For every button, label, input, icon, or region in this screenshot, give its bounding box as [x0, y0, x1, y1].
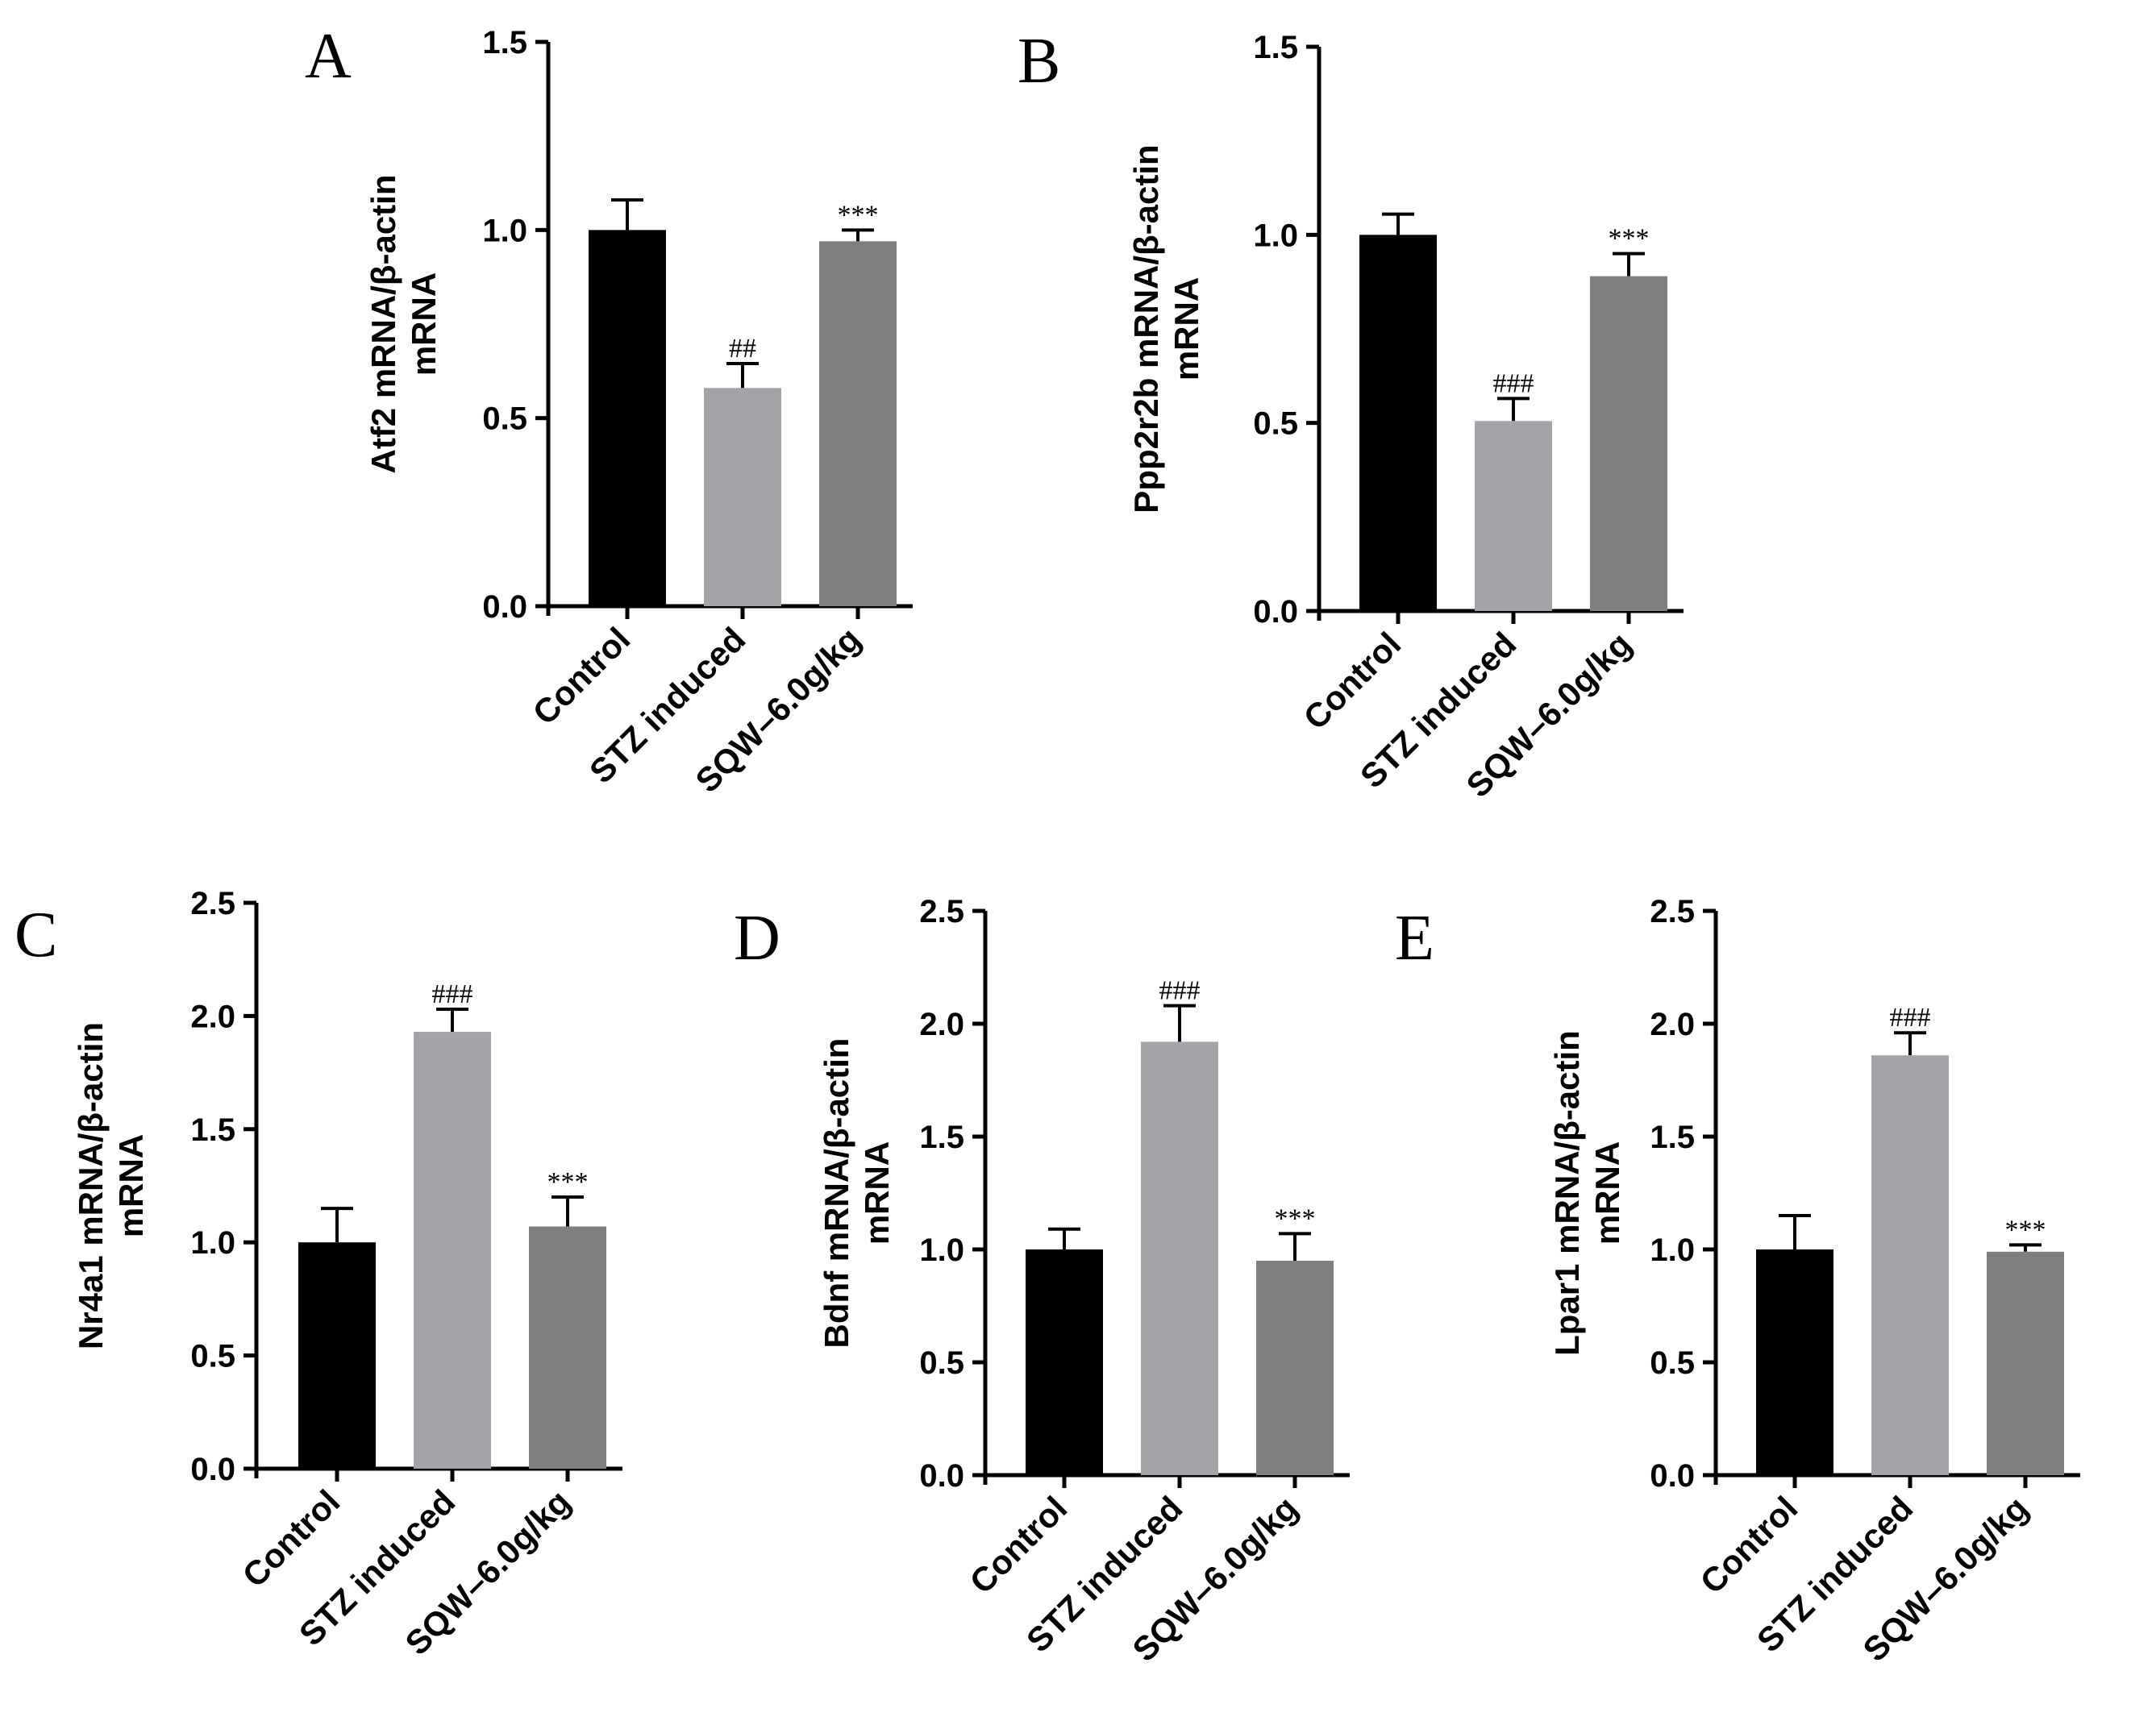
bar-1	[414, 1032, 491, 1469]
category-label: Control	[963, 1489, 1075, 1601]
category-label: Control	[1297, 625, 1409, 737]
bar-0	[589, 230, 666, 606]
y-tick-label: 1.0	[919, 1233, 964, 1268]
significance-mark: ###	[1493, 368, 1534, 398]
chart-panel-a: A 0.0 0.5 1.0 1.5 Atf2 mRNA/β-actin mRNA Contro…	[305, 21, 913, 800]
y-tick-label: 1.5	[190, 1112, 235, 1148]
y-tick-label: 0.5	[1253, 406, 1298, 442]
chart-panel-b: B 0.0 0.5 1.0 1.5 Ppp2r2b mRNA/β-actin mRNA Con…	[1018, 26, 1684, 804]
y-axis-title-line2: mRNA	[405, 272, 443, 376]
y-tick-label: 2.0	[1650, 1007, 1695, 1042]
y-tick-label: 0.5	[919, 1345, 964, 1381]
y-tick-label: 1.5	[482, 25, 527, 60]
bar-2	[1987, 1251, 2064, 1475]
panel-letter: A	[305, 21, 352, 92]
y-axis-title: Atf2 mRNA/β-actin	[364, 175, 402, 474]
y-axis-title: Lpar1 mRNA/β-actin	[1548, 1030, 1586, 1356]
significance-mark: ***	[838, 200, 879, 230]
y-tick-label: 2.0	[919, 1007, 964, 1042]
panel-letter: C	[15, 900, 57, 971]
chart-panel-c: C 0.0 0.5 1.0 1.5 2.0 2.5 Nr4a1 mRNA/β-actin mRN…	[15, 886, 622, 1662]
y-tick-label: 0.0	[190, 1452, 235, 1487]
panel-letter: B	[1018, 26, 1060, 97]
y-tick-label: 1.5	[1253, 30, 1298, 65]
significance-mark: ***	[1275, 1203, 1316, 1233]
panel-letter: D	[734, 903, 780, 974]
bar-1	[704, 388, 781, 606]
y-tick-label: 0.0	[1650, 1458, 1695, 1494]
bar-0	[1359, 235, 1437, 611]
y-axis-title-line2: mRNA	[1588, 1141, 1626, 1245]
y-axis-title: Ppp2r2b mRNA/β-actin	[1127, 144, 1165, 513]
category-label: Control	[1693, 1489, 1805, 1601]
y-tick-label: 1.0	[482, 213, 527, 248]
y-tick-label: 0.5	[482, 401, 527, 437]
chart-panel-e: E 0.0 0.5 1.0 1.5 2.0 2.5 Lpar1 mRNA/β-actin mRN…	[1395, 894, 2080, 1669]
y-tick-label: 1.0	[1650, 1233, 1695, 1268]
panel-letter: E	[1395, 903, 1434, 974]
y-axis-title: Nr4a1 mRNA/β-actin	[72, 1022, 110, 1349]
significance-mark: ***	[1609, 224, 1650, 254]
y-tick-label: 0.0	[1253, 594, 1298, 630]
category-label: Control	[235, 1482, 348, 1594]
bar-2	[529, 1226, 606, 1469]
y-tick-label: 0.5	[190, 1339, 235, 1374]
bar-2	[1256, 1261, 1334, 1475]
y-axis-title: Bdnf mRNA/β-actin	[818, 1038, 855, 1349]
y-tick-label: 1.5	[1650, 1120, 1695, 1155]
y-tick-label: 0.0	[919, 1458, 964, 1494]
y-tick-label: 2.5	[919, 894, 964, 929]
y-axis-title-line2: mRNA	[112, 1134, 150, 1237]
significance-mark: ##	[729, 334, 756, 364]
significance-mark: ###	[432, 979, 473, 1009]
y-axis-title-line2: mRNA	[858, 1141, 896, 1245]
significance-mark: ###	[1159, 976, 1201, 1006]
y-tick-label: 0.0	[482, 589, 527, 625]
bar-1	[1475, 421, 1552, 611]
y-tick-label: 2.5	[190, 886, 235, 921]
bar-2	[1590, 276, 1667, 611]
y-tick-label: 1.5	[919, 1120, 964, 1155]
bar-2	[819, 241, 897, 606]
bar-1	[1141, 1041, 1218, 1475]
y-tick-label: 0.5	[1650, 1345, 1695, 1381]
bar-0	[1026, 1249, 1103, 1475]
bar-0	[1756, 1249, 1833, 1475]
significance-mark: ***	[547, 1167, 589, 1197]
y-tick-label: 2.0	[190, 999, 235, 1034]
y-tick-label: 2.5	[1650, 894, 1695, 929]
y-tick-label: 1.0	[190, 1225, 235, 1261]
y-tick-label: 1.0	[1253, 218, 1298, 253]
bar-1	[1871, 1055, 1949, 1475]
significance-mark: ***	[2005, 1215, 2046, 1245]
y-axis-title-line2: mRNA	[1167, 277, 1205, 380]
chart-panel-d: D 0.0 0.5 1.0 1.5 2.0 2.5 Bdnf mRNA/β-actin mRNA…	[734, 894, 1350, 1669]
category-label: Control	[526, 620, 638, 732]
bar-0	[298, 1242, 376, 1469]
significance-mark: ###	[1890, 1003, 1931, 1033]
